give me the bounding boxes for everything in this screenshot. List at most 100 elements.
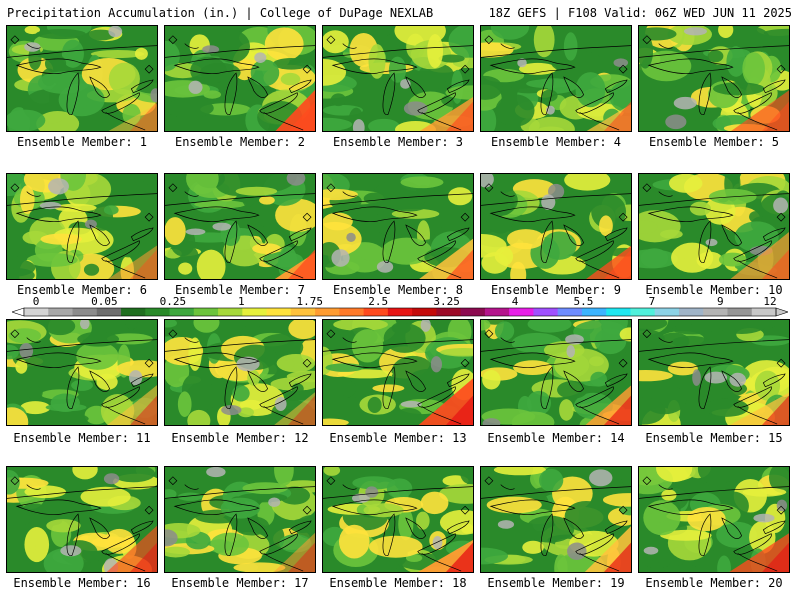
ensemble-member-label: Ensemble Member: 10 xyxy=(645,283,783,297)
colorbar-high-arrow xyxy=(775,307,788,317)
colorbar-swatch xyxy=(727,308,753,316)
precipitation-map xyxy=(639,26,789,131)
great-lakes-outline xyxy=(481,476,631,572)
ensemble-member-label: Ensemble Member: 17 xyxy=(171,576,309,590)
colorbar-swatch xyxy=(703,308,728,316)
precipitation-map xyxy=(481,467,631,572)
precipitation-map xyxy=(7,174,157,279)
colorbar-swatch xyxy=(606,308,631,316)
colorbar-swatch xyxy=(24,308,49,316)
ensemble-member-label: Ensemble Member: 4 xyxy=(490,135,622,149)
great-lakes-outline xyxy=(7,329,157,425)
colorbar-tick-label: 5.5 xyxy=(574,296,594,308)
ensemble-member-map xyxy=(164,173,316,280)
great-lakes-outline xyxy=(639,183,789,279)
great-lakes-outline xyxy=(323,35,473,131)
ensemble-member-label: Ensemble Member: 3 xyxy=(332,135,464,149)
ensemble-member-map xyxy=(322,173,474,280)
ensemble-member-label: Ensemble Member: 7 xyxy=(174,283,306,297)
colorbar-swatch xyxy=(557,308,583,316)
precipitation-map xyxy=(323,320,473,425)
colorbar-swatch xyxy=(533,308,559,316)
colorbar-swatch xyxy=(218,308,243,316)
ensemble-member-label: Ensemble Member: 1 xyxy=(16,135,148,149)
precipitation-map xyxy=(481,320,631,425)
ensemble-member-label: Ensemble Member: 11 xyxy=(13,431,151,445)
ensemble-member-map xyxy=(322,25,474,132)
ensemble-member-label: Ensemble Member: 19 xyxy=(487,576,625,590)
colorbar-tick-label: 12 xyxy=(763,296,776,308)
colorbar-swatch xyxy=(96,308,122,316)
colorbar-swatch xyxy=(169,308,195,316)
colorbar-swatch xyxy=(484,308,510,316)
precipitation-map xyxy=(639,320,789,425)
ensemble-member-map xyxy=(638,173,790,280)
great-lakes-outline xyxy=(165,329,315,425)
great-lakes-outline xyxy=(639,35,789,131)
ensemble-member-map xyxy=(322,466,474,573)
ensemble-member-label: Ensemble Member: 13 xyxy=(329,431,467,445)
ensemble-member-label: Ensemble Member: 15 xyxy=(645,431,783,445)
ensemble-member-label: Ensemble Member: 2 xyxy=(174,135,306,149)
great-lakes-outline xyxy=(165,476,315,572)
ensemble-member-map xyxy=(638,466,790,573)
ensemble-member-map xyxy=(6,319,158,426)
ensemble-member-map xyxy=(164,466,316,573)
colorbar-tick-label: 0.25 xyxy=(160,296,187,308)
precipitation-colorbar: 0 0.05 0.25 1 1.75 2.5 3.25 4 5.5 7 9 12 xyxy=(12,296,788,317)
great-lakes-outline xyxy=(7,35,157,131)
ensemble-member-label: Ensemble Member: 9 xyxy=(490,283,622,297)
ensemble-member-map xyxy=(480,466,632,573)
precipitation-map xyxy=(323,26,473,131)
colorbar-swatch xyxy=(436,308,462,316)
colorbar-swatch xyxy=(121,308,146,316)
colorbar-swatch xyxy=(290,308,316,316)
precipitation-map xyxy=(165,320,315,425)
colorbar-tick-label: 7 xyxy=(649,296,656,308)
colorbar-swatch xyxy=(678,308,704,316)
precipitation-map xyxy=(323,467,473,572)
colorbar-tick-label: 4 xyxy=(512,296,519,308)
colorbar-tick-label: 9 xyxy=(717,296,724,308)
great-lakes-outline xyxy=(639,329,789,425)
precipitation-map xyxy=(323,174,473,279)
ensemble-member-map xyxy=(480,25,632,132)
great-lakes-outline xyxy=(639,476,789,572)
colorbar-swatch xyxy=(630,308,656,316)
colorbar-tick-label: 2.5 xyxy=(368,296,388,308)
colorbar-tick-label: 1.75 xyxy=(296,296,323,308)
header-title-right: 18Z GEFS | F108 Valid: 06Z WED JUN 11 20… xyxy=(488,6,792,20)
great-lakes-outline xyxy=(481,35,631,131)
colorbar-swatch xyxy=(654,308,680,316)
colorbar-swatch xyxy=(509,308,534,316)
colorbar-swatch xyxy=(193,308,219,316)
precipitation-map xyxy=(165,26,315,131)
colorbar-swatch xyxy=(72,308,98,316)
ensemble-member-label: Ensemble Member: 14 xyxy=(487,431,625,445)
precipitation-map xyxy=(165,174,315,279)
ensemble-member-map xyxy=(6,25,158,132)
colorbar-swatch xyxy=(48,308,74,316)
precipitation-map xyxy=(639,467,789,572)
ensemble-member-map xyxy=(164,25,316,132)
ensemble-member-label: Ensemble Member: 12 xyxy=(171,431,309,445)
colorbar-tick-label: 0 xyxy=(33,296,40,308)
great-lakes-outline xyxy=(323,183,473,279)
colorbar-swatch xyxy=(387,308,413,316)
precipitation-map xyxy=(165,467,315,572)
colorbar-swatch xyxy=(145,308,171,316)
ensemble-member-label: Ensemble Member: 5 xyxy=(648,135,780,149)
colorbar-tick-label: 0.05 xyxy=(91,296,118,308)
great-lakes-outline xyxy=(7,183,157,279)
ensemble-member-map xyxy=(6,173,158,280)
ensemble-member-label: Ensemble Member: 8 xyxy=(332,283,464,297)
colorbar-swatch xyxy=(363,308,389,316)
ensemble-member-label: Ensemble Member: 20 xyxy=(645,576,783,590)
ensemble-member-label: Ensemble Member: 18 xyxy=(329,576,467,590)
colorbar-swatch xyxy=(460,308,486,316)
colorbar-tick-label: 1 xyxy=(238,296,245,308)
great-lakes-outline xyxy=(481,183,631,279)
great-lakes-outline xyxy=(323,329,473,425)
ensemble-member-map xyxy=(638,319,790,426)
precipitation-map xyxy=(481,174,631,279)
